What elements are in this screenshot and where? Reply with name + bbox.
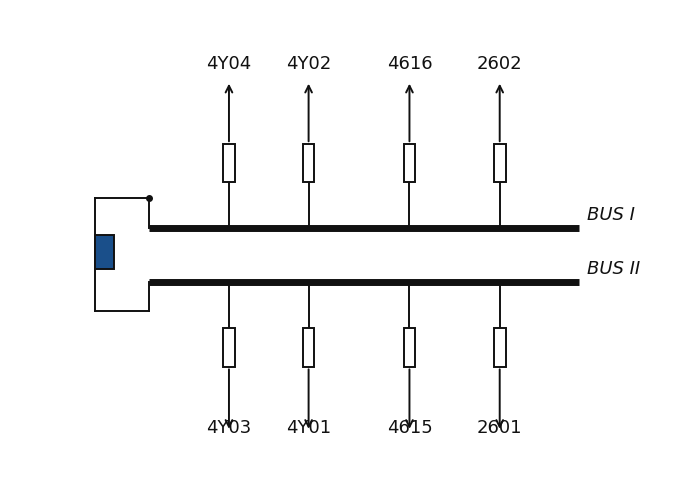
- Bar: [494, 144, 506, 182]
- Text: 4Y03: 4Y03: [206, 419, 251, 437]
- Text: 4615: 4615: [386, 419, 432, 437]
- Text: 2601: 2601: [477, 419, 523, 437]
- Text: BUS I: BUS I: [587, 206, 635, 224]
- Bar: [403, 328, 415, 367]
- Text: 4Y04: 4Y04: [206, 55, 251, 73]
- Text: 2602: 2602: [477, 55, 523, 73]
- Bar: [403, 144, 415, 182]
- Bar: [223, 144, 235, 182]
- Text: 4Y02: 4Y02: [286, 55, 332, 73]
- Bar: [223, 328, 235, 367]
- Text: 4616: 4616: [386, 55, 432, 73]
- Text: 4Y01: 4Y01: [286, 419, 331, 437]
- Bar: [303, 144, 314, 182]
- Bar: [303, 328, 314, 367]
- Bar: [494, 328, 506, 367]
- Text: BUS II: BUS II: [587, 260, 640, 278]
- Bar: [95, 235, 114, 269]
